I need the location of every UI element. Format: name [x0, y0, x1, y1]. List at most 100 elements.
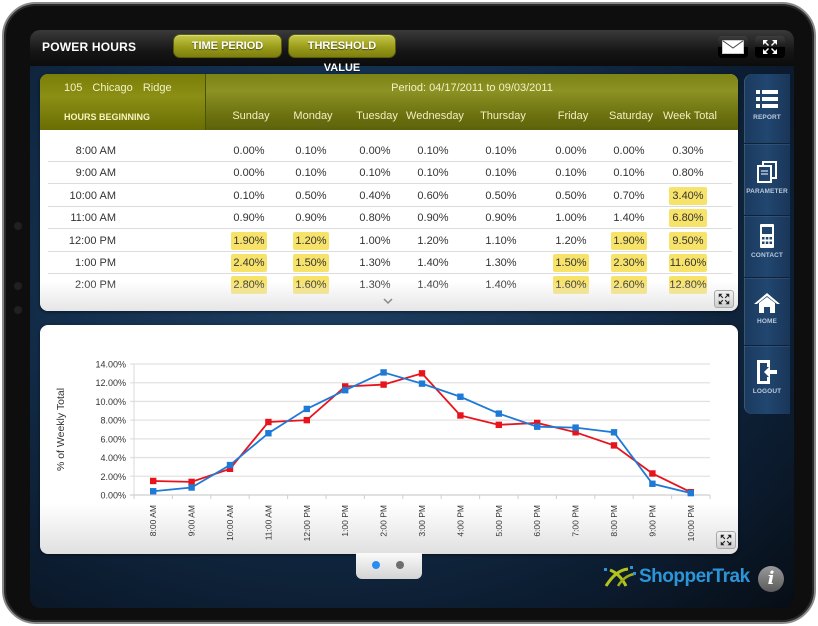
sensor-dot — [14, 306, 22, 314]
sidebar-item-parameter[interactable]: PARAMETER — [744, 144, 790, 216]
table-cell: 1.40% — [613, 212, 645, 225]
data-point — [150, 477, 157, 485]
table-cell: 1.20% — [417, 234, 449, 247]
x-tick-label: 9:00 PM — [647, 505, 657, 537]
highlighted-cell: 11.60% — [669, 254, 707, 272]
sidebar-label: LOGOUT — [752, 388, 782, 395]
highlighted-cell: 1.50% — [293, 254, 329, 272]
x-tick-label: 6:00 PM — [532, 505, 542, 537]
table-cell: 0.00% — [555, 145, 587, 157]
info-button[interactable]: i — [758, 566, 784, 592]
chevron-down-icon[interactable] — [382, 296, 394, 306]
table-row: 9:00 AM 0.00% 0.10% 0.10% 0.10% 0.10% 0.10% 0.1… — [48, 162, 732, 185]
data-point — [380, 369, 387, 376]
table-cell: 0.10% — [613, 167, 645, 180]
fullscreen-button[interactable] — [755, 36, 785, 58]
sidebar-item-home[interactable]: HOME — [744, 278, 790, 346]
sidebar-label: PARAMETER — [746, 188, 788, 195]
table-cell: 0.10% — [417, 167, 449, 180]
sidebar-label: CONTACT — [751, 252, 783, 259]
table-cell: 0.30% — [672, 145, 704, 157]
data-point — [342, 383, 349, 390]
data-point — [610, 429, 618, 436]
sidebar-item-logout[interactable]: LOGOUT — [744, 346, 790, 414]
highlighted-cell: 6.80% — [669, 209, 707, 228]
table-header: 105 Chicago Ridge HOURS BEGINNING Period… — [40, 74, 738, 130]
column-header: Saturday — [608, 110, 654, 122]
fullscreen-icon — [763, 40, 777, 54]
camera-dot — [14, 222, 22, 230]
hour-label: 9:00 AM — [75, 167, 116, 180]
x-tick-label: 1:00 PM — [340, 505, 350, 537]
sidebar-item-contact[interactable]: CONTACT — [744, 216, 790, 278]
table-row: 1:00 PM 2.40% 1.50% 1.30% 1.40% 1.30% 1.50% 2.3… — [48, 252, 732, 274]
power-hours-table: 105 Chicago Ridge HOURS BEGINNING Period… — [40, 74, 738, 311]
expand-icon — [718, 293, 730, 305]
hour-label: 12:00 PM — [68, 234, 116, 247]
period-range: Period: 04/17/2011 to 09/03/2011 — [391, 82, 553, 94]
hour-label: 2:00 PM — [75, 279, 116, 292]
table-cell: 0.00% — [233, 145, 265, 157]
table-cell: 1.00% — [555, 212, 587, 225]
x-tick-label: 10:00 AM — [225, 505, 235, 541]
table-cell: 0.90% — [233, 212, 265, 225]
data-point — [457, 393, 464, 400]
page-dot-active[interactable] — [372, 561, 380, 569]
table-cell: 1.40% — [485, 279, 517, 292]
highlighted-cell: 2.40% — [231, 254, 267, 272]
sidebar-label: REPORT — [753, 114, 781, 121]
highlighted-cell: 1.60% — [293, 276, 329, 295]
table-cell: 0.10% — [233, 189, 265, 202]
table-cell: 1.40% — [417, 279, 449, 292]
highlighted-cell: 2.60% — [611, 276, 647, 295]
table-cell: 0.40% — [359, 189, 391, 202]
x-tick-label: 4:00 PM — [455, 505, 465, 537]
x-tick-label: 5:00 PM — [494, 505, 504, 537]
data-point — [495, 410, 502, 417]
data-point — [265, 418, 272, 426]
shoppertrak-logo: ShopperTrak — [604, 566, 750, 588]
store-name: 105 Chicago Ridge — [64, 82, 172, 94]
highlighted-cell: 12.80% — [669, 276, 707, 295]
sidebar-item-report[interactable]: REPORT — [744, 74, 790, 144]
x-tick-label: 8:00 PM — [609, 505, 619, 537]
table-cell: 0.70% — [613, 189, 645, 202]
data-point — [226, 465, 234, 472]
x-tick-label: 8:00 AM — [148, 505, 158, 536]
expand-table-button[interactable] — [714, 290, 734, 308]
y-tick-label: 4.00% — [100, 453, 126, 463]
data-point — [495, 421, 502, 429]
table-cell: 1.30% — [359, 279, 391, 292]
highlighted-cell: 1.50% — [553, 254, 589, 272]
highlighted-cell: 9.50% — [669, 231, 707, 250]
table-cell: 0.80% — [672, 167, 704, 180]
list-icon — [756, 90, 778, 108]
data-point — [418, 380, 426, 387]
threshold-value-button[interactable]: THRESHOLD VALUE — [288, 34, 396, 74]
column-header: Friday — [557, 110, 589, 122]
data-point — [150, 488, 157, 495]
home-icon — [754, 293, 780, 313]
table-cell: 1.30% — [485, 257, 517, 269]
data-point — [303, 416, 310, 424]
email-button[interactable] — [718, 36, 748, 58]
table-row: 2:00 PM 2.80% 1.60% 1.30% 1.40% 1.40% 1.60% 2.6… — [48, 274, 732, 296]
table-cell: 0.90% — [417, 212, 449, 225]
sidebar-label: HOME — [757, 318, 777, 325]
y-tick-label: 8.00% — [100, 416, 126, 426]
x-tick-label: 12:00 PM — [302, 505, 312, 541]
data-point — [418, 370, 426, 377]
column-header: Sunday — [232, 110, 270, 122]
y-tick-label: 0.00% — [100, 491, 126, 501]
series-line — [153, 372, 692, 494]
table-cell: 0.50% — [555, 189, 587, 202]
page-dot[interactable] — [396, 561, 404, 569]
phone-icon — [760, 224, 774, 248]
time-period-button[interactable]: TIME PERIOD — [173, 34, 282, 58]
table-cell: 0.00% — [359, 145, 391, 157]
expand-icon — [720, 534, 732, 546]
table-row: 11:00 AM 0.90% 0.90% 0.80% 0.90% 0.90% 1.00% 1.… — [48, 207, 732, 230]
table-cell: 1.30% — [359, 257, 391, 269]
expand-chart-button[interactable] — [716, 531, 736, 549]
app-screen: POWER HOURS TIME PERIOD THRESHOLD VALUE … — [30, 30, 794, 608]
